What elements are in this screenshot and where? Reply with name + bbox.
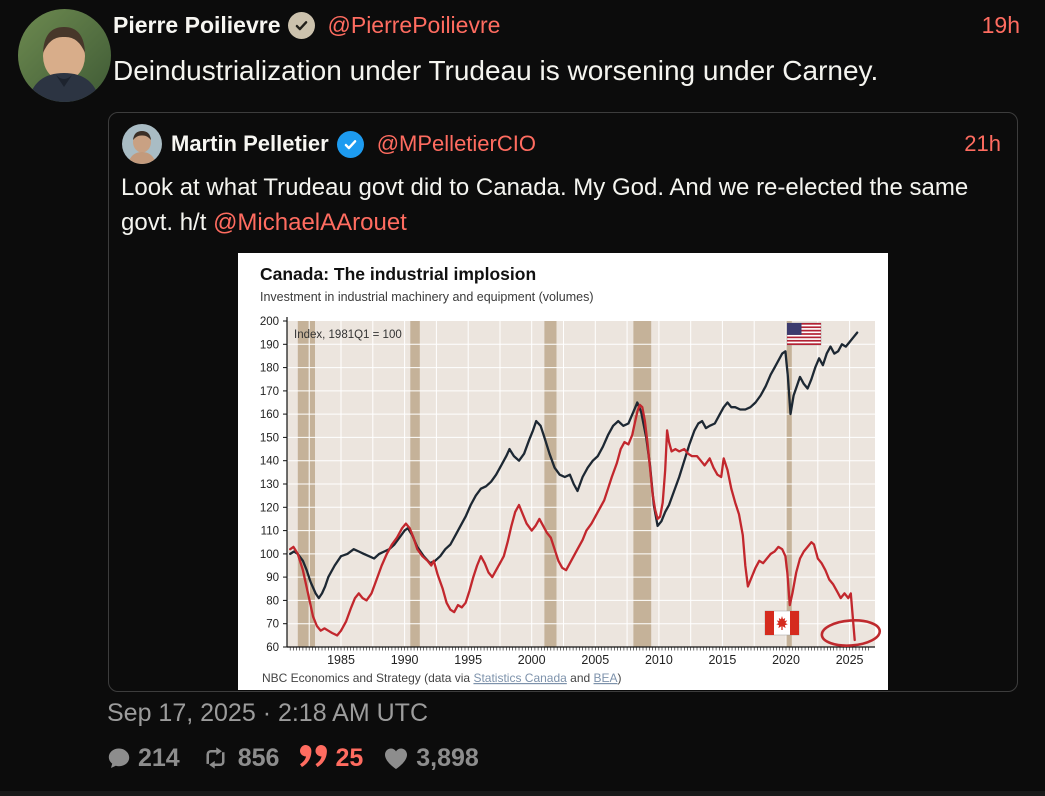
svg-text:2015: 2015 — [708, 653, 736, 667]
svg-text:70: 70 — [266, 619, 279, 631]
comments-stat[interactable]: 214 — [107, 744, 180, 773]
quoted-author-avatar[interactable] — [122, 124, 162, 164]
svg-text:110: 110 — [261, 526, 279, 538]
svg-text:150: 150 — [260, 432, 279, 444]
tweet-text: Deindustrialization under Trudeau is wor… — [113, 55, 879, 86]
quoted-tweet-time[interactable]: 21h — [964, 131, 1001, 156]
svg-text:160: 160 — [260, 409, 279, 421]
author-avatar-photo — [18, 9, 111, 102]
mention-link[interactable]: @MichaelAArouet — [213, 209, 407, 236]
svg-text:1990: 1990 — [391, 653, 419, 667]
retweets-stat[interactable]: 856 — [200, 743, 280, 773]
svg-text:1985: 1985 — [327, 653, 355, 667]
chart-image[interactable]: 60 70 80 90 100 110 120 130 140 150 160 170 180 190 20… — [238, 253, 888, 690]
likes-count: 3,898 — [416, 743, 479, 772]
svg-text:Index, 1981Q1 = 100: Index, 1981Q1 = 100 — [294, 329, 402, 341]
chart-subtitle: Investment in industrial machinery and e… — [260, 290, 594, 304]
circle-annotation — [820, 619, 882, 647]
author-avatar[interactable] — [18, 9, 111, 102]
tweet-time[interactable]: 19h — [981, 12, 1020, 38]
tweet-header: Pierre Poilievre @PierrePoilievre 19h — [113, 12, 1020, 39]
svg-text:1995: 1995 — [454, 653, 482, 667]
svg-text:170: 170 — [260, 386, 279, 398]
heart-icon — [385, 748, 408, 769]
quoted-tweet-text: Look at what Trudeau govt did to Canada.… — [121, 170, 1005, 240]
quoted-text-plain: Look at what Trudeau govt did to Canada.… — [121, 174, 969, 236]
svg-text:200: 200 — [260, 316, 279, 328]
verified-badge-icon — [287, 12, 315, 39]
tweet-timestamp: Sep 17, 2025 · 2:18 AM UTC — [107, 699, 429, 727]
chart-source: NBC Economics and Strategy (data via Sta… — [262, 671, 622, 685]
svg-text:180: 180 — [260, 363, 279, 375]
engagement-bar: 214 856 25 — [107, 741, 479, 775]
quote-icon — [300, 745, 328, 767]
svg-text:120: 120 — [260, 502, 279, 514]
canada-flag-icon — [764, 610, 800, 636]
svg-text:60: 60 — [266, 642, 279, 654]
svg-text:80: 80 — [266, 595, 279, 607]
quoted-author-name[interactable]: Martin Pelletier — [171, 131, 329, 156]
svg-text:2005: 2005 — [581, 653, 609, 667]
quotes-stat[interactable]: 25 — [299, 744, 363, 773]
chart-title: Canada: The industrial implosion — [260, 264, 536, 284]
svg-text:2025: 2025 — [836, 653, 864, 667]
svg-text:90: 90 — [266, 572, 279, 584]
likes-stat[interactable]: 3,898 — [383, 744, 479, 773]
quoted-tweet[interactable]: Martin Pelletier @MPelletierCIO 21h Look… — [108, 112, 1018, 692]
svg-text:2010: 2010 — [645, 653, 673, 667]
line-canada — [289, 403, 856, 642]
comment-icon — [108, 748, 130, 768]
quoted-author-avatar-photo — [122, 124, 162, 164]
svg-text:2000: 2000 — [518, 653, 546, 667]
svg-text:130: 130 — [260, 479, 279, 491]
quoted-tweet-header: Martin Pelletier @MPelletierCIO 21h — [122, 124, 1001, 164]
quotes-count: 25 — [335, 743, 364, 772]
next-tweet-divider — [0, 791, 1045, 796]
author-name[interactable]: Pierre Poilievre — [113, 12, 281, 38]
svg-text:140: 140 — [260, 456, 279, 468]
us-flag-icon — [786, 322, 822, 346]
svg-text:190: 190 — [260, 339, 279, 351]
svg-text:2020: 2020 — [772, 653, 800, 667]
verified-badge-blue-icon — [336, 130, 364, 158]
retweets-count: 856 — [237, 743, 280, 772]
chart-svg-container: 60 70 80 90 100 110 120 130 140 150 160 170 180 190 20… — [238, 253, 888, 695]
retweet-icon — [206, 747, 225, 769]
comments-count: 214 — [138, 743, 180, 772]
author-handle[interactable]: @PierrePoilievre — [327, 12, 501, 38]
quoted-author-handle[interactable]: @MPelletierCIO — [376, 131, 536, 156]
svg-text:100: 100 — [260, 549, 279, 561]
